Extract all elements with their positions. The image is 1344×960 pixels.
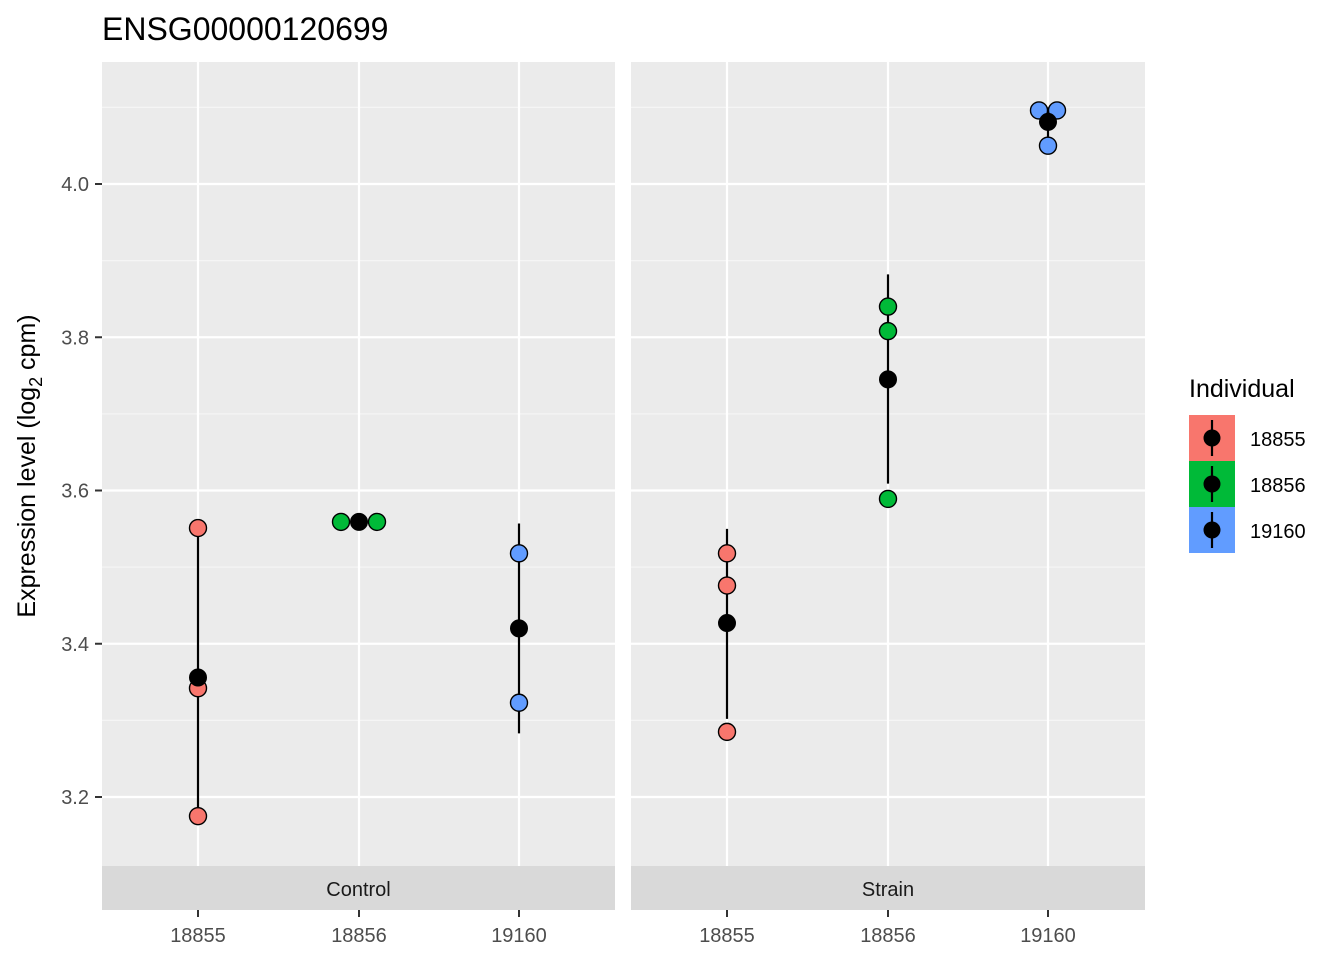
data-point bbox=[1038, 136, 1058, 155]
legend: Individual 18855 18856 19160 bbox=[1189, 375, 1306, 553]
data-point bbox=[878, 321, 898, 341]
mean-point bbox=[1039, 112, 1057, 131]
data-point bbox=[878, 489, 898, 509]
mean-point bbox=[510, 619, 528, 638]
data-group-19160 bbox=[509, 523, 529, 734]
data-point bbox=[717, 544, 737, 563]
y-tick-label: 3.4 bbox=[61, 634, 89, 656]
mean-point bbox=[350, 512, 368, 531]
x-tick-label: 19160 bbox=[1020, 925, 1076, 947]
facet-panel-strain: Strain 18855 18856 19160 bbox=[631, 62, 1145, 947]
y-tick-label: 3.8 bbox=[61, 327, 89, 349]
x-tick-label: 19160 bbox=[491, 925, 547, 947]
data-point bbox=[717, 722, 737, 742]
facet-panel-control: Control 18855 18856 19160 bbox=[102, 62, 615, 947]
data-point bbox=[188, 518, 208, 538]
y-axis-label-subscript: 2 bbox=[26, 377, 46, 387]
data-group-19160 bbox=[1029, 101, 1067, 155]
legend-key-point bbox=[1203, 475, 1221, 493]
data-point bbox=[509, 693, 529, 712]
legend-key-point bbox=[1203, 429, 1221, 447]
mean-point bbox=[189, 668, 207, 687]
facet-strip-label: Strain bbox=[862, 879, 914, 901]
legend-title: Individual bbox=[1189, 375, 1295, 403]
legend-key-point bbox=[1203, 521, 1221, 539]
legend-entry-label: 18855 bbox=[1250, 429, 1306, 451]
x-tick-label: 18855 bbox=[170, 925, 226, 947]
legend-keys: 18855 18856 19160 bbox=[1189, 415, 1306, 553]
x-tick-label: 18856 bbox=[331, 925, 387, 947]
y-tick-label: 3.2 bbox=[61, 787, 89, 809]
data-point bbox=[509, 544, 529, 563]
legend-entry-19160: 19160 bbox=[1189, 507, 1306, 553]
data-group-18855 bbox=[188, 518, 208, 826]
legend-entry-label: 19160 bbox=[1250, 521, 1306, 543]
data-group-18855 bbox=[717, 528, 737, 742]
chart-title: ENSG00000120699 bbox=[102, 11, 388, 47]
data-group-18856 bbox=[331, 512, 387, 532]
x-tick-label: 18856 bbox=[860, 925, 916, 947]
y-tick-label: 3.6 bbox=[61, 481, 89, 503]
x-tick-label: 18855 bbox=[699, 925, 755, 947]
y-axis-label-suffix: cpm) bbox=[13, 314, 41, 377]
legend-entry-18856: 18856 bbox=[1189, 461, 1306, 507]
facet-strip-label: Control bbox=[326, 879, 390, 901]
data-point bbox=[188, 806, 208, 826]
mean-point bbox=[718, 614, 736, 633]
facet-strip bbox=[102, 866, 615, 910]
legend-entry-label: 18856 bbox=[1250, 475, 1306, 497]
data-point bbox=[367, 512, 387, 532]
legend-entry-18855: 18855 bbox=[1189, 415, 1306, 461]
plot-panels: Control 18855 18856 19160 Strain 18855 18856 19… bbox=[102, 62, 1145, 947]
mean-point bbox=[879, 370, 897, 389]
data-point bbox=[717, 576, 737, 595]
y-axis-label: Expression level (log2 cpm) bbox=[13, 314, 46, 617]
data-group-18856 bbox=[878, 274, 898, 509]
data-point bbox=[878, 297, 898, 316]
y-tick-label: 4.0 bbox=[61, 174, 89, 196]
y-axis: 3.2 3.4 3.6 3.8 4.0 bbox=[61, 174, 102, 809]
y-axis-label-prefix: Expression level (log bbox=[13, 387, 41, 618]
facet-strip bbox=[631, 866, 1145, 910]
data-point bbox=[331, 512, 351, 532]
